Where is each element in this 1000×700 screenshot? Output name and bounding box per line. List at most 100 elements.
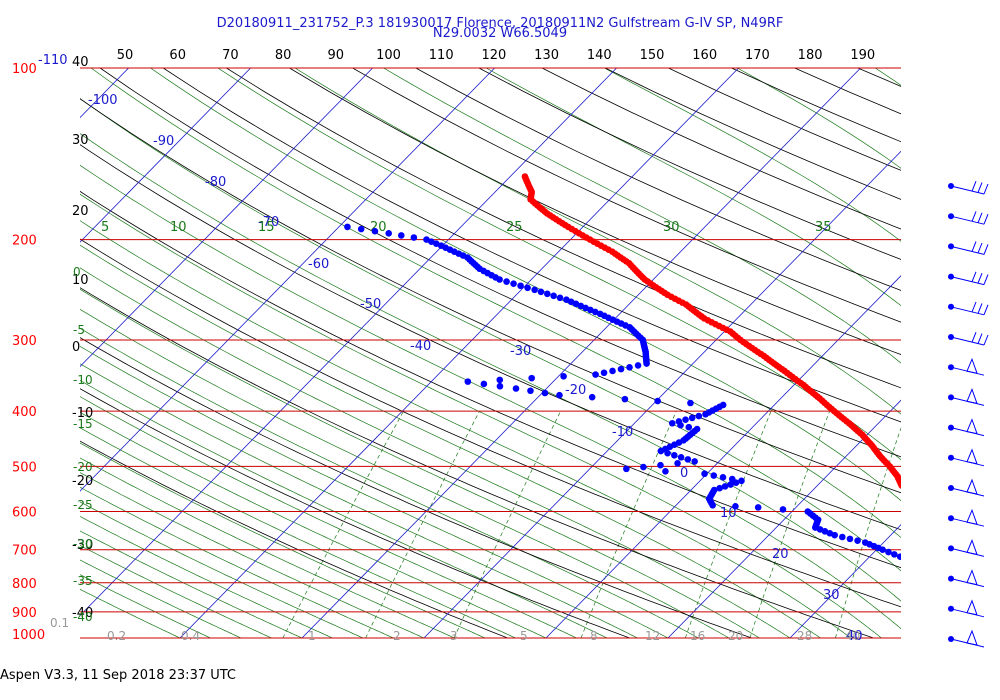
dewpoint-point [719,401,727,409]
dewpoint-point [464,378,472,385]
mixing-ratio-label: 1 [308,629,316,643]
dewpoint-point [617,365,625,373]
dewpoint-point [721,483,729,490]
dewpoint-point [640,463,647,471]
left-axis-tick-label: 0 [72,340,80,355]
dry-adiabat-line [80,190,901,569]
mixing-ratio-label: 0.2 [107,629,126,643]
temperature-profile [521,173,1000,583]
dewpoint-point [956,571,963,578]
temperature-point [946,537,953,544]
dewpoint-point [592,371,599,378]
temperature-point [951,539,958,546]
moist-adiabat-label: -5 [73,323,85,337]
dry-adiabat-line [921,68,1000,638]
dewpoint-point [728,475,736,483]
isotherm-line [80,68,617,617]
pressure-tick-label: 1000 [12,628,45,643]
moist-adiabat-line [80,501,364,639]
dewpoint-point [885,548,892,556]
moist-adiabat-line [80,544,272,639]
top-axis-tick-label: 160 [692,48,717,63]
temperature-point [983,566,990,573]
dewpoint-point [371,227,379,235]
dry-adiabat-line [80,238,901,608]
dewpoint-point [854,537,861,545]
left-axis-tick-label: 20 [72,204,89,219]
temperature-point [918,510,925,517]
moist-adiabat-line [80,515,333,639]
temperature-point [919,512,926,519]
dry-adiabat-line [415,68,901,291]
pressure-tick-label: 200 [12,234,37,249]
moist-adiabat-line [80,345,669,639]
mixing-ratio-label: 0.4 [181,629,200,643]
dewpoint-point [687,399,694,407]
isotherm-label: -80 [205,175,226,190]
temperature-point [908,489,915,496]
moist-adiabat-line [80,267,791,639]
temperature-point [979,561,986,568]
dewpoint-point [543,290,551,298]
mixing-ratio-label: 28 [797,629,812,643]
isotherm-line [912,68,1000,638]
wind-barb [948,181,989,195]
dewpoint-point [719,474,727,481]
footer-caption: Aspen V3.3, 11 Sep 2018 23:37 UTC [0,668,237,683]
mixing-ratio-line [580,411,677,639]
isotherm-line [80,68,251,243]
temperature-point [922,528,929,535]
dewpoint-point [512,385,520,392]
isotherm-line [667,399,901,639]
dewpoint-point [896,553,901,560]
dewpoint-point [480,380,488,388]
left-axis-tick-label: 10 [72,273,89,288]
temperature-point [918,520,925,527]
dewpoint-point [556,294,564,302]
isotherm-label: -40 [410,339,431,354]
dewpoint-point [563,296,570,304]
mixing-ratio-label: 20 [728,629,743,643]
dewpoint-point [496,382,504,390]
temperature-point [903,486,910,493]
dewpoint-point [537,288,545,296]
dewpoint-point [732,503,739,510]
moist-adiabat-line [80,530,303,639]
isotherm-label: 10 [720,506,737,521]
moist-adiabat-label: 25 [506,220,523,235]
dry-adiabat-line [80,144,901,531]
dewpoint-point [385,230,393,237]
mixing-ratio-line [993,411,1000,638]
moist-adiabat-label: -35 [73,574,93,588]
temperature-point [921,516,928,523]
isotherm-label: 30 [823,588,840,603]
isotherm-line [80,68,373,368]
dewpoint-point [993,586,1000,593]
moist-adiabat-line [80,486,394,639]
wind-barb [948,569,985,588]
dewpoint-point [710,486,718,494]
top-axis-tick-label: 110 [429,48,454,63]
top-axis-tick-label: 190 [850,48,875,63]
moist-adiabat-line [80,220,852,639]
moist-adiabat-line [604,68,901,242]
wind-barb [948,508,985,527]
dewpoint-point [891,551,898,558]
temperature-point [930,532,937,539]
isotherm-label: -30 [510,344,531,359]
temperature-point [997,576,1000,583]
temperature-point [981,563,988,570]
isotherm-label: 20 [772,547,789,562]
pressure-tick-label: 500 [12,460,37,475]
temperature-point [977,559,984,566]
dewpoint-point [654,397,661,405]
pressure-tick-label: 300 [12,334,37,349]
dewpoint-point [528,374,535,382]
dewpoint-point [693,425,701,433]
dewpoint-point [804,508,812,515]
temperature-point [985,568,992,575]
temperature-point [913,502,920,509]
dewpoint-point [556,391,563,399]
dewpoint-point [846,535,854,543]
dewpoint-point [949,569,956,576]
